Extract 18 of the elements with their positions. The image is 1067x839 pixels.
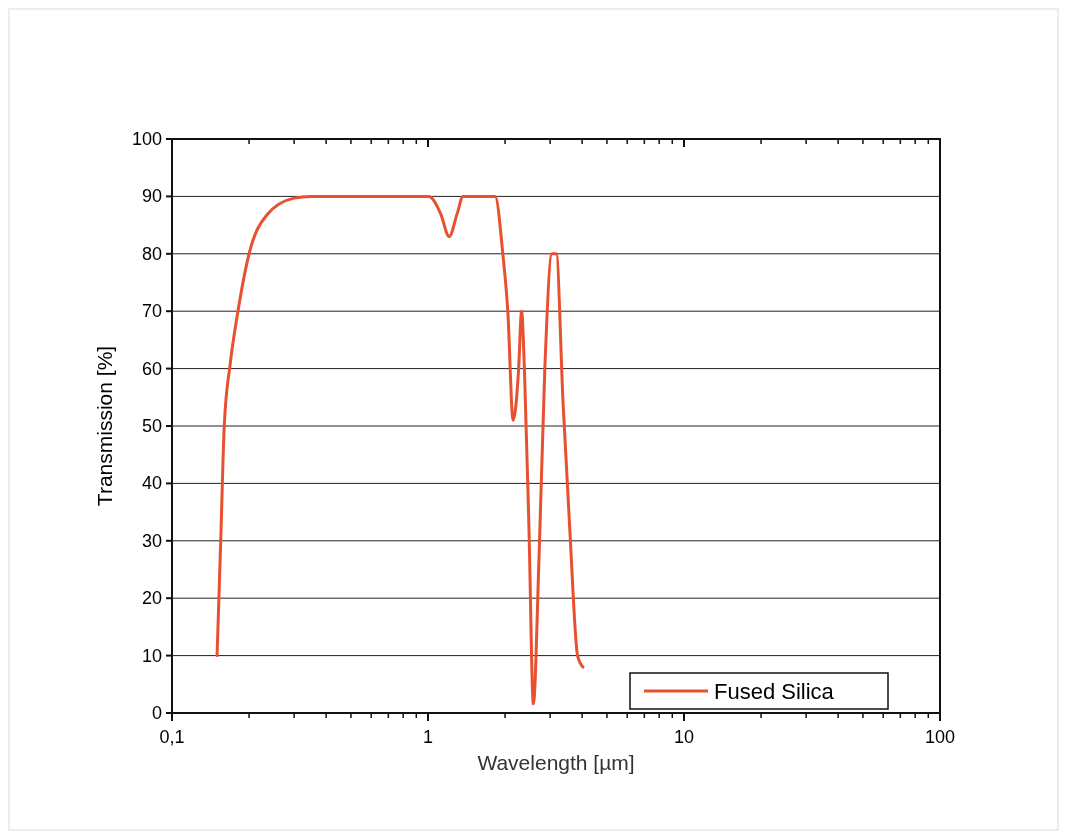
y-tick-label: 90 — [141, 186, 162, 207]
x-axis-title: Wavelength [µm] — [477, 751, 635, 774]
y-tick-label: 20 — [141, 588, 162, 609]
y-tick-label: 10 — [141, 645, 162, 666]
y-tick-label: 60 — [141, 358, 162, 379]
legend-label: Fused Silica — [714, 679, 835, 704]
y-tick-label: 100 — [131, 129, 162, 149]
x-tick-label: 0,1 — [159, 727, 185, 747]
y-axis-title: Transmission [%] — [93, 345, 116, 507]
y-tick-label: 80 — [141, 243, 162, 264]
x-tick-label: 1 — [422, 727, 434, 747]
x-tick-label: 100 — [924, 727, 956, 747]
y-tick-label: 0 — [151, 703, 162, 723]
y-tick-label: 40 — [141, 473, 162, 494]
y-tick-label: 30 — [141, 530, 162, 551]
y-tick-label: 70 — [141, 301, 162, 322]
x-tick-label: 10 — [673, 727, 695, 747]
y-tick-label: 50 — [141, 416, 162, 436]
